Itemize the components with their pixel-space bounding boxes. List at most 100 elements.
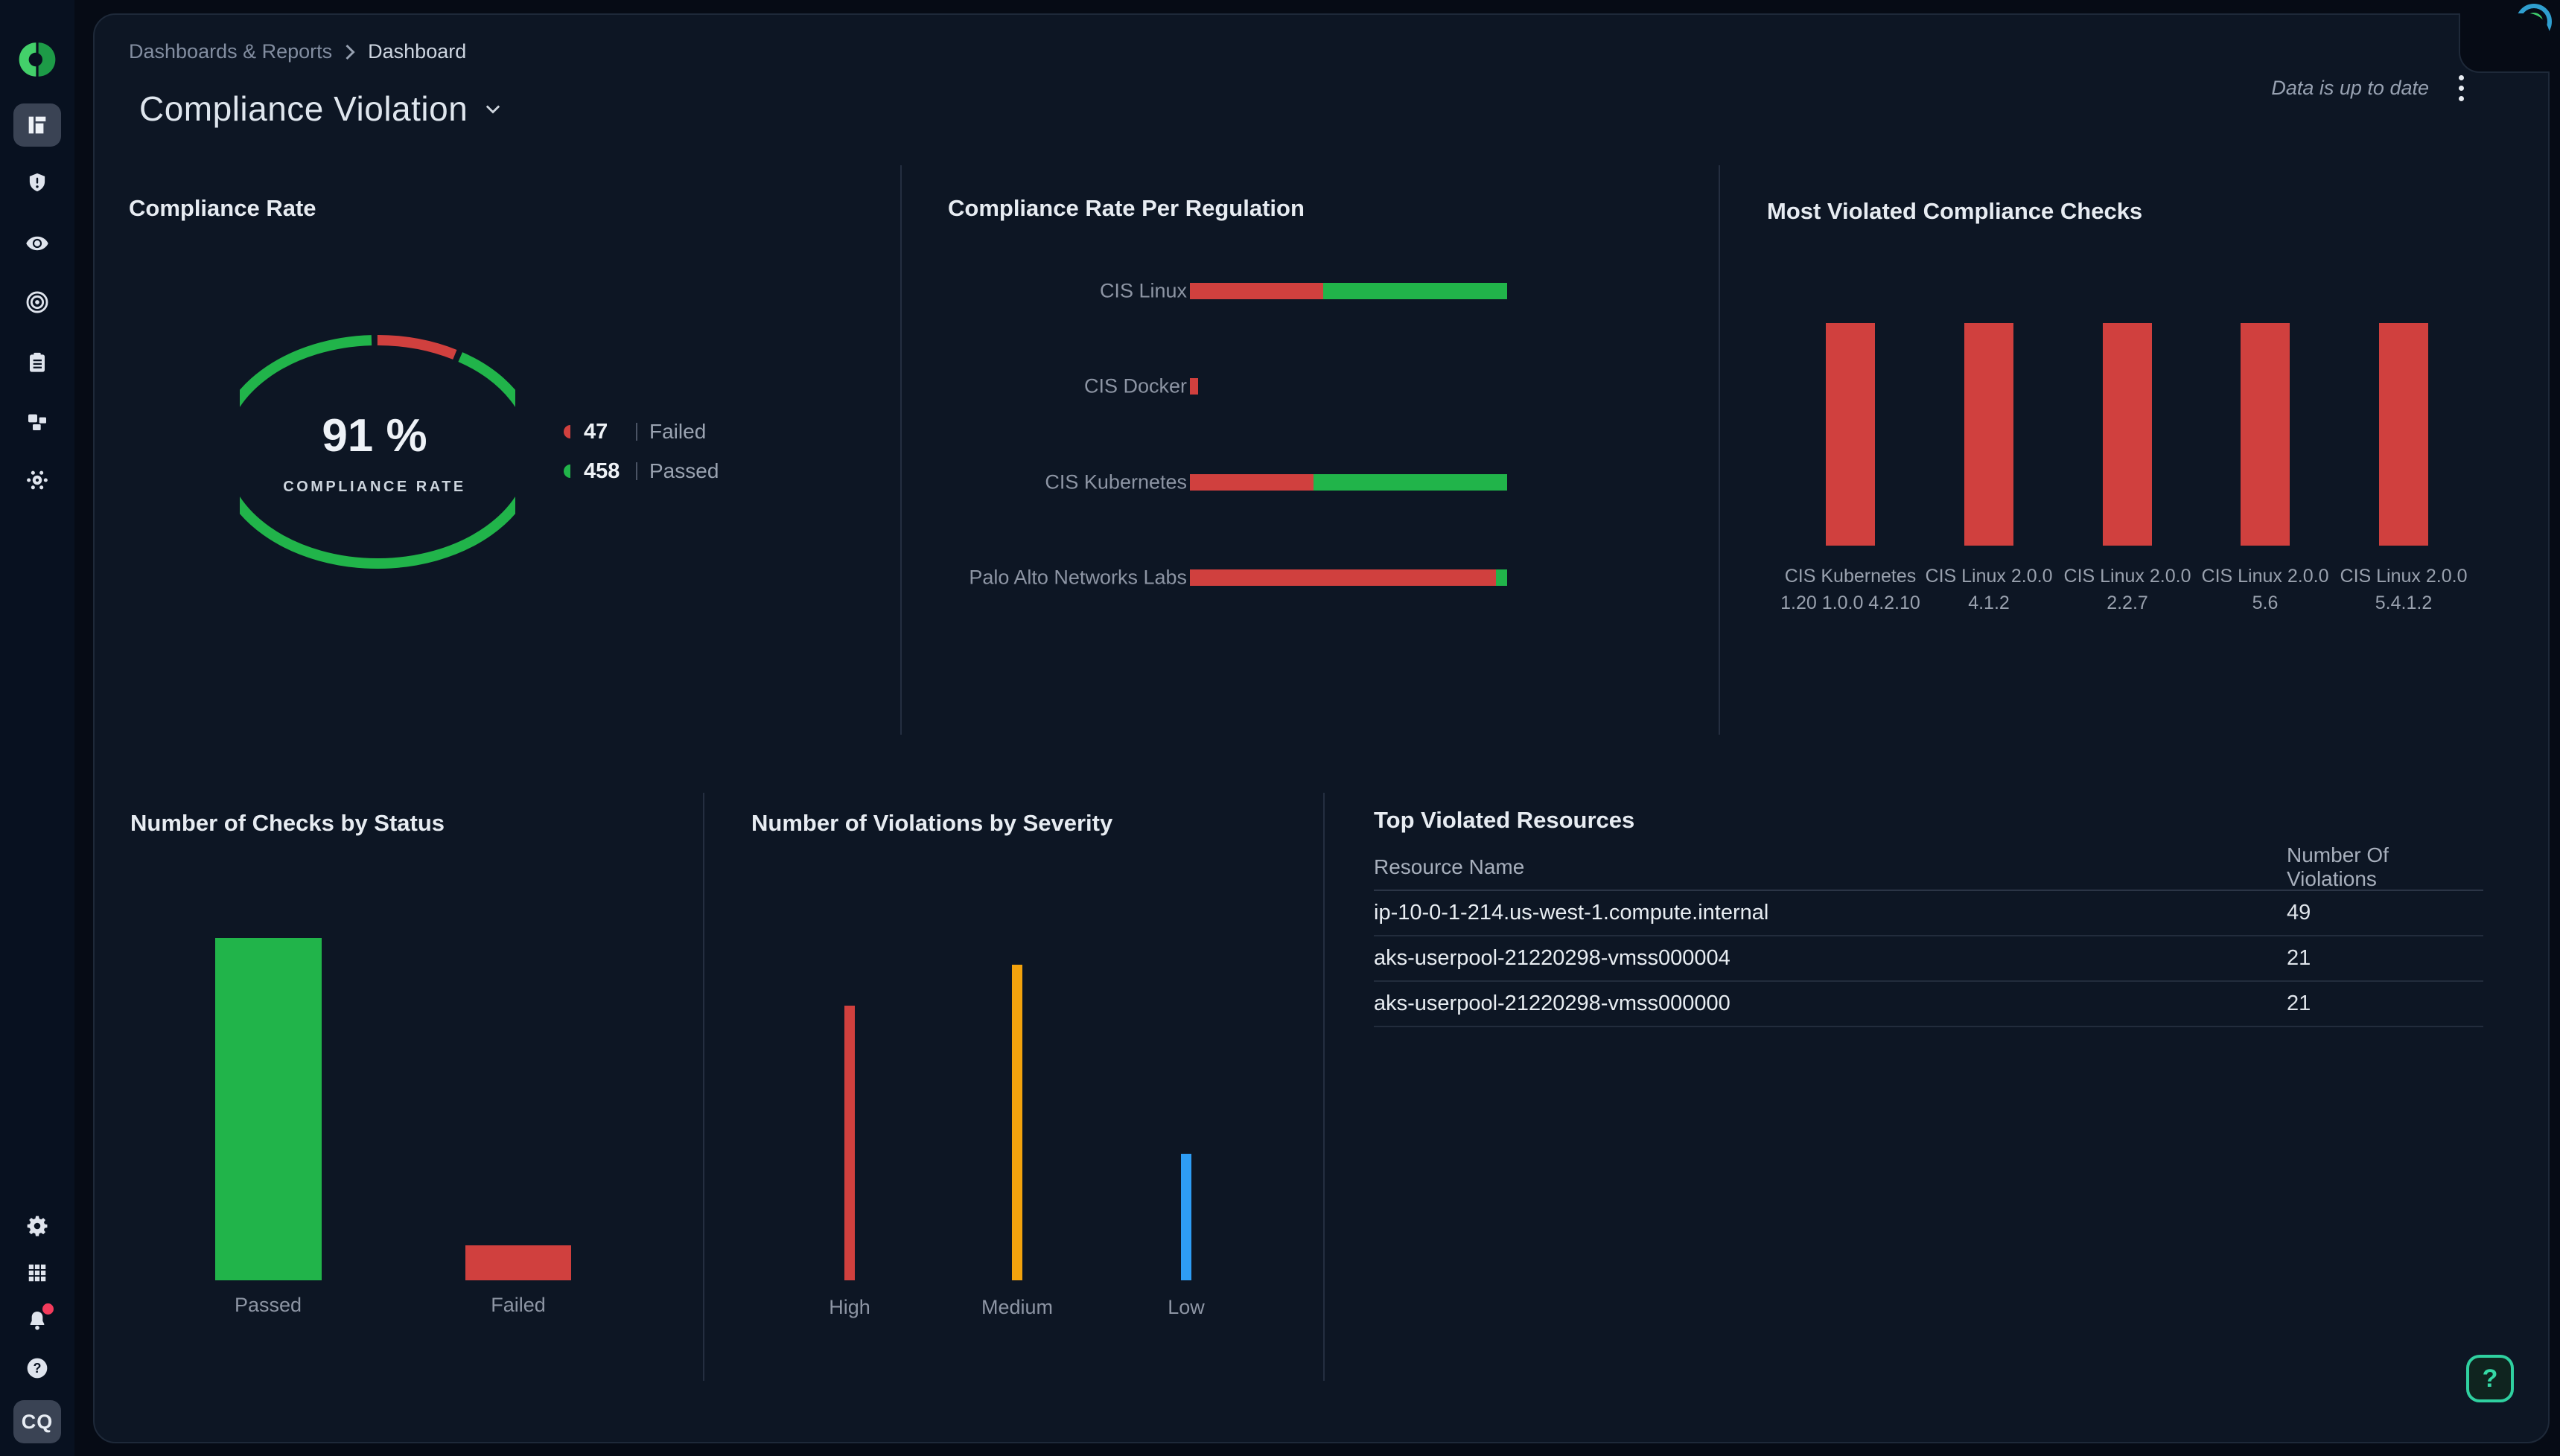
sidebar-item-help[interactable]: ? [13,1347,61,1390]
panel-title: Top Violated Resources [1374,807,1635,833]
legend-value: 47 [584,419,608,444]
shield-alert-icon [29,173,45,192]
sidebar-item-apps[interactable] [13,1251,61,1294]
severity-bar-medium[interactable] [1012,965,1022,1280]
user-avatar[interactable]: CQ [13,1400,61,1443]
panel-title: Compliance Rate [129,195,316,221]
severity-bar-high[interactable] [844,1006,855,1280]
regulation-bar-cis-linux[interactable] [1190,283,1507,299]
status-bar-passed[interactable] [215,938,322,1280]
donut-legend: 47 Failed 458 Passed [564,420,719,499]
notification-dot [42,1303,54,1315]
legend-marker [564,464,570,478]
resource-name-cell: ip-10-0-1-214.us-west-1.compute.internal [1374,901,1769,925]
blocks-icon [28,414,46,430]
sidebar-item-inventory[interactable] [13,400,61,443]
panel-most-violated-checks: Most Violated Compliance Checks CIS Kube… [1719,164,2551,735]
top-violated-resources-table: Resource Name Number Of Violations ip-10… [1374,843,2483,1027]
axis-label: Medium [981,1296,1054,1318]
bell-icon [30,1312,45,1330]
check-bar[interactable] [2103,323,2152,546]
svg-text:?: ? [34,1361,42,1376]
compliance-rate-percent: 91 % [322,410,427,462]
legend-label: Passed [649,459,719,482]
table-row[interactable]: aks-userpool-21220298-vmss000004 21 [1374,936,2483,982]
violations-count-cell: 21 [2287,992,2311,1015]
help-fab-button[interactable]: ? [2466,1355,2514,1402]
sidebar-item-compliance[interactable] [13,341,61,384]
status-bar-failed[interactable] [465,1245,571,1280]
axis-label: Failed [491,1294,546,1316]
panel-compliance-rate: Compliance Rate 91 % COMPLIANCE RATE 47 … [95,164,901,735]
regulation-bar-palo-alto[interactable] [1190,569,1507,586]
check-bar[interactable] [2379,323,2428,546]
status-row: Data is up to date [2271,73,2470,103]
sidebar-item-threats[interactable] [13,459,61,502]
column-header-violations: Number Of Violations [2287,843,2389,890]
panel-title: Compliance Rate Per Regulation [948,195,1305,221]
regulation-bar-cis-docker[interactable] [1190,378,1507,395]
divider [900,165,902,735]
page-title: Compliance Violation [139,89,468,128]
main-panel: Dashboards & Reports Dashboard Complianc… [93,13,2550,1443]
check-bar[interactable] [2241,323,2290,546]
panel-title: Number of Checks by Status [130,810,445,836]
divider [1719,165,1720,735]
orca-logo-icon[interactable] [18,40,57,79]
check-bar[interactable] [1826,323,1875,546]
help-icon: ? [27,1358,48,1379]
column-header-resource-name: Resource Name [1374,855,1525,878]
check-bar-label: CIS Linux 2.0.0 4.1.2 [1925,566,2053,614]
violations-count-cell: 21 [2287,946,2311,970]
legend-marker [564,425,570,438]
table-row[interactable]: ip-10-0-1-214.us-west-1.compute.internal… [1374,891,2483,936]
breadcrumb-current: Dashboard [368,40,467,63]
check-bar-label: CIS Kubernetes 1.20 1.0.0 4.2.10 [1780,566,1920,614]
kebab-menu-icon[interactable] [2453,72,2470,104]
checks-by-status-chart [95,938,703,1280]
panel-checks-by-status: Number of Checks by Status Passed Failed [95,789,703,1396]
panel-rate-per-regulation: Compliance Rate Per Regulation CIS Linux… [901,164,1719,735]
sidebar-item-discovery[interactable] [13,222,61,265]
chevron-down-icon [486,105,500,114]
compliance-rate-caption: COMPLIANCE RATE [283,479,466,495]
sidebar-item-dashboards[interactable] [13,103,61,147]
axis-label: High [829,1296,870,1318]
sidebar-item-settings[interactable] [13,1204,61,1248]
gear-icon [27,1216,48,1236]
donut-center-label: 91 % COMPLIANCE RATE [263,409,486,496]
regulation-row: Palo Alto Networks Labs [925,566,1521,588]
target-icon [26,291,48,313]
table-row[interactable]: aks-userpool-21220298-vmss000000 21 [1374,982,2483,1027]
spider-icon [27,470,48,490]
severity-bar-low[interactable] [1181,1154,1191,1280]
check-bar[interactable] [1964,323,2013,546]
regulation-row: CIS Kubernetes [925,470,1521,493]
regulation-row: CIS Docker [925,374,1521,397]
sidebar: ? CQ [0,0,74,1456]
regulation-label: CIS Docker [1083,374,1187,397]
legend-item-failed[interactable]: 47 Failed [564,420,719,444]
most-violated-chart [1719,323,2551,546]
table-header-row: Resource Name Number Of Violations [1374,843,2483,891]
eye-icon [26,236,48,251]
grid-icon [28,1264,46,1282]
breadcrumb-parent[interactable]: Dashboards & Reports [129,40,333,63]
check-bar-label: CIS Linux 2.0.0 5.4.1.2 [2340,566,2468,614]
regulation-bar-cis-kubernetes[interactable] [1190,474,1507,491]
regulation-label: Palo Alto Networks Labs [969,566,1187,589]
compliance-rate-donut[interactable] [240,269,515,634]
legend-item-passed[interactable]: 458 Passed [564,459,719,483]
sidebar-item-notifications[interactable] [13,1299,61,1342]
regulation-row: CIS Linux [925,279,1521,301]
sidebar-item-alerts[interactable] [13,162,61,205]
sidebar-item-attack-paths[interactable] [13,281,61,324]
legend-value: 458 [584,459,620,483]
clipboard-icon [30,352,45,372]
axis-label: Passed [234,1294,302,1316]
violations-by-severity-chart [703,965,1323,1280]
data-freshness-status: Data is up to date [2271,76,2429,99]
dashboard-selector[interactable]: Compliance Violation [139,89,503,129]
legend-label: Failed [649,420,707,443]
